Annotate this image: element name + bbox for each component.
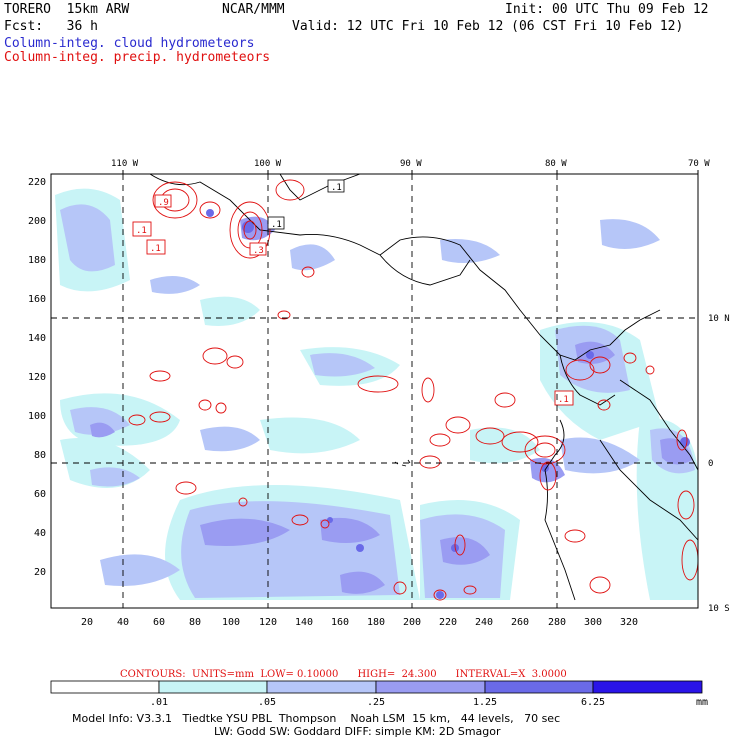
- contour-info: CONTOURS: UNITS=mm LOW= 0.10000 HIGH= 24…: [120, 669, 567, 680]
- x-tick: 200: [403, 617, 421, 628]
- colorbar-bin: [592, 680, 703, 694]
- y-tick-labels: 220 200 180 160 140 120 100 80 60 40 20: [28, 177, 46, 578]
- contour-label: .1: [558, 395, 569, 405]
- colorbar-label: .25: [367, 697, 385, 708]
- right-lat-labels: 10 N 0 10 S: [708, 314, 730, 614]
- contour-label: .1: [150, 244, 161, 254]
- x-tick: 160: [331, 617, 349, 628]
- x-tick: 320: [620, 617, 638, 628]
- x-tick: 20: [81, 617, 93, 628]
- colorbar-bin: [158, 680, 268, 694]
- x-tick: 280: [548, 617, 566, 628]
- lon-label: 110 W: [111, 159, 139, 169]
- lat-label: 0: [708, 459, 713, 469]
- lat-label: 10 S: [708, 604, 730, 614]
- colorbar-bin: [266, 680, 377, 694]
- model-physics: LW: Godd SW: Goddard DIFF: simple KM: 2D…: [214, 725, 501, 738]
- colorbar-label: 6.25: [581, 697, 605, 708]
- contour-label: .1: [136, 226, 147, 236]
- y-tick: 200: [28, 216, 46, 227]
- y-tick: 60: [34, 489, 46, 500]
- x-tick: 80: [189, 617, 201, 628]
- contour-labels: .1 .1 .1 .9 .3: [132, 194, 574, 406]
- x-tick: 300: [584, 617, 602, 628]
- top-ticks: [122, 170, 699, 174]
- field-cloud-label: Column-integ. cloud hydrometeors: [4, 36, 255, 51]
- x-tick: 260: [511, 617, 529, 628]
- colorbar-label: 1.25: [473, 697, 497, 708]
- map-frame: [50, 173, 699, 609]
- contour-label: .9: [158, 198, 169, 208]
- contour-label: .1: [271, 220, 282, 230]
- contour-label: .3: [253, 246, 264, 256]
- y-tick: 40: [34, 528, 46, 539]
- x-tick: 120: [259, 617, 277, 628]
- colorbar-unit: mm: [696, 697, 708, 708]
- lat-label: 10 N: [708, 314, 730, 324]
- init-time: Init: 00 UTC Thu 09 Feb 12: [505, 2, 709, 17]
- x-tick: 100: [222, 617, 240, 628]
- colorbar-label: .05: [258, 697, 276, 708]
- y-tick: 80: [34, 450, 46, 461]
- y-tick: 20: [34, 567, 46, 578]
- colorbar-label: .01: [150, 697, 168, 708]
- colorbar-bin: [50, 680, 160, 694]
- colorbar-labels: .01 .05 .25 1.25 6.25 mm: [150, 697, 708, 708]
- shade-level-3: [90, 216, 692, 594]
- colorbar-bin: [375, 680, 486, 694]
- y-tick: 220: [28, 177, 46, 188]
- x-tick: 40: [117, 617, 129, 628]
- y-tick: 120: [28, 372, 46, 383]
- model-title: TORERO 15km ARW: [4, 2, 130, 17]
- y-tick: 180: [28, 255, 46, 266]
- x-tick: 240: [475, 617, 493, 628]
- precip-contours: [128, 179, 698, 601]
- colorbar-bin: [484, 680, 594, 694]
- lon-label: 70 W: [688, 159, 710, 169]
- lat-lon-grid: [51, 174, 698, 608]
- org-label: NCAR/MMM: [222, 2, 285, 17]
- y-tick: 100: [28, 411, 46, 422]
- x-tick: 220: [439, 617, 457, 628]
- lon-label: 90 W: [400, 159, 422, 169]
- y-tick: 160: [28, 294, 46, 305]
- x-tick: 60: [153, 617, 165, 628]
- lon-label: 100 W: [254, 159, 282, 169]
- contour-label: .1: [331, 183, 342, 193]
- model-info: Model Info: V3.3.1 Tiedtke YSU PBL Thomp…: [72, 712, 561, 725]
- x-tick-labels: 20 40 60 80 100 120 140 160 180 200 220 …: [81, 617, 638, 628]
- top-lon-labels: 110 W 100 W 90 W 80 W 70 W: [111, 159, 710, 169]
- x-tick: 180: [367, 617, 385, 628]
- field-precip-label: Column-integ. precip. hydrometeors: [4, 50, 271, 65]
- lon-label: 80 W: [545, 159, 567, 169]
- y-tick: 140: [28, 333, 46, 344]
- forecast-hour: Fcst: 36 h: [4, 19, 98, 34]
- x-tick: 140: [295, 617, 313, 628]
- color-bar: [50, 680, 703, 694]
- valid-time: Valid: 12 UTC Fri 10 Feb 12 (06 CST Fri …: [292, 19, 684, 34]
